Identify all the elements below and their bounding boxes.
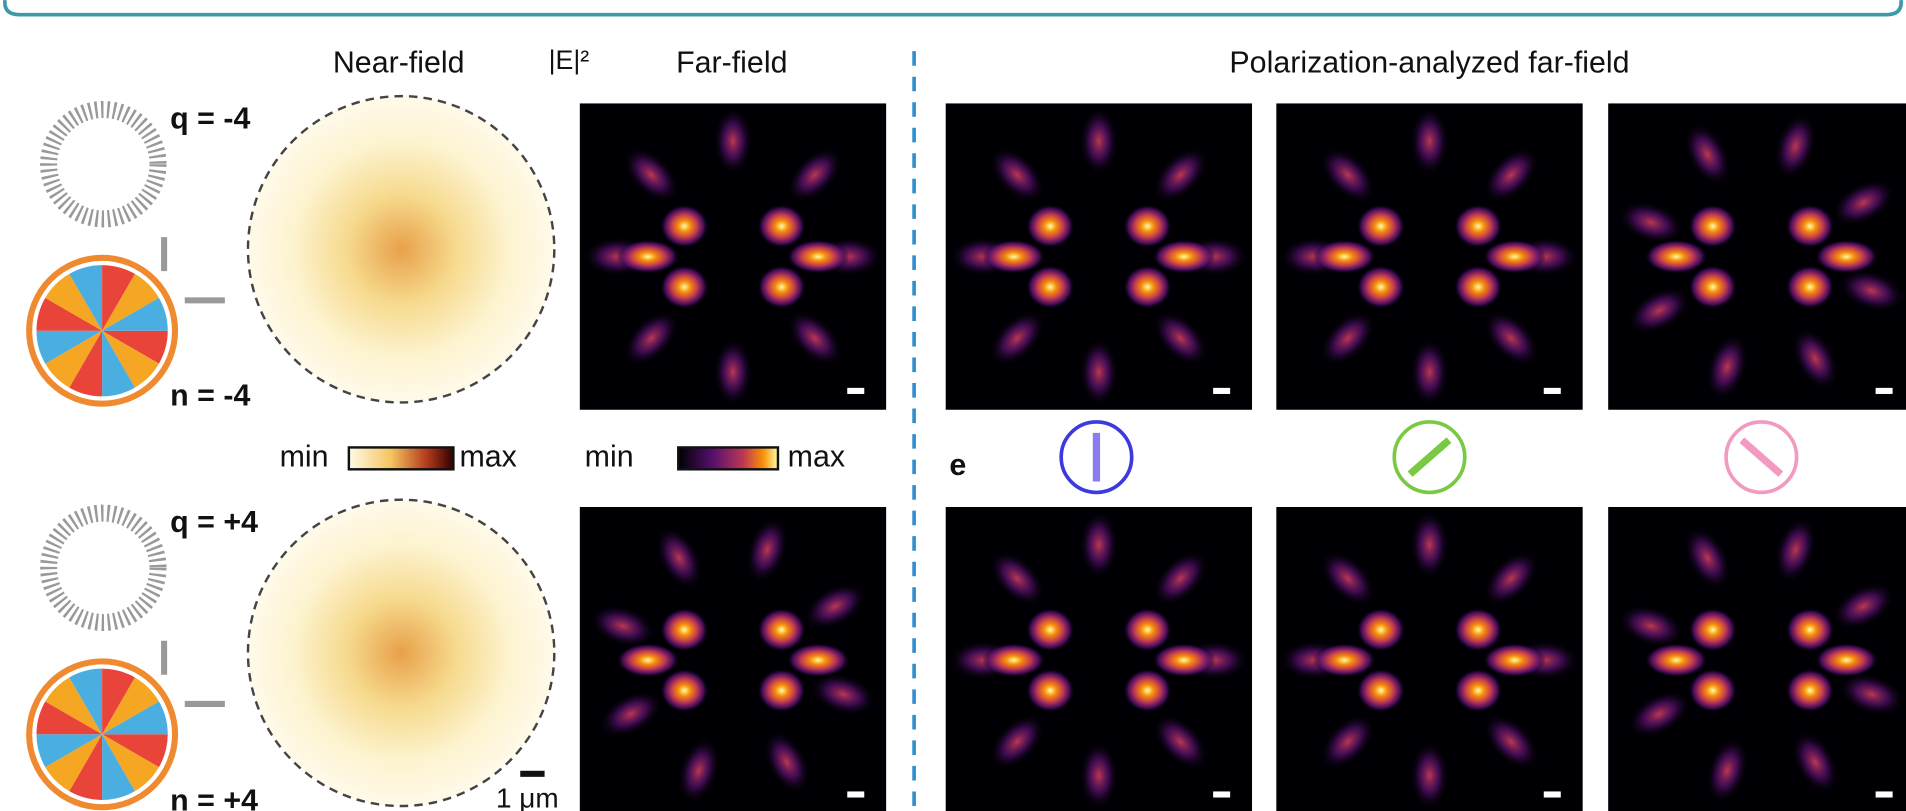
lobe (1026, 669, 1075, 713)
far-field-title: Far-field (676, 46, 787, 80)
scale-bar (1213, 791, 1230, 797)
frame (5, 0, 1901, 15)
polarizer-icons (1061, 422, 1796, 493)
figure: Near-field |E|² Far-field Polarization-a… (0, 0, 1906, 811)
colorbar-max: max (788, 439, 845, 473)
lobe (757, 204, 806, 248)
lobe (1786, 669, 1835, 713)
lobe (786, 643, 849, 677)
near-field-title: Near-field (333, 46, 465, 80)
lobe (757, 265, 806, 309)
lobe (714, 107, 753, 175)
lobe (1357, 265, 1406, 309)
lobe (660, 204, 709, 248)
lobe (660, 265, 709, 309)
lobe (1123, 204, 1172, 248)
lobe (1026, 204, 1075, 248)
lobe (1688, 204, 1737, 248)
lobe (616, 643, 679, 677)
lobe (982, 240, 1045, 274)
n-label: n = -4 (170, 379, 250, 413)
scale-bar (847, 388, 864, 394)
scale-bar (1213, 388, 1230, 394)
lobe (1123, 669, 1172, 713)
lobe (1079, 511, 1118, 579)
near-field-map (248, 96, 554, 402)
lobe (660, 608, 709, 652)
scale-bar (1544, 791, 1561, 797)
scale-bar (847, 791, 864, 797)
lobe (1815, 240, 1878, 274)
lobe (1357, 608, 1406, 652)
nanostructure-sketch (49, 513, 158, 622)
colorbar-max: max (459, 439, 516, 473)
lobe (1313, 643, 1376, 677)
lobe (757, 608, 806, 652)
scale-bar (1876, 388, 1893, 394)
lobe (1410, 742, 1449, 810)
panel-label: e (949, 448, 966, 482)
scale-bar (520, 771, 544, 777)
lobe (1123, 608, 1172, 652)
lobe (1483, 643, 1546, 677)
lobe (757, 669, 806, 713)
lobe (1454, 204, 1503, 248)
lobe (1688, 669, 1737, 713)
page: {"header":{"near_field":"Near-field","in… (0, 0, 1906, 811)
lobe (1786, 265, 1835, 309)
colorbar (678, 447, 778, 469)
intensity-label: |E|² (549, 45, 590, 75)
lobe (1645, 240, 1708, 274)
lobe (1483, 240, 1546, 274)
lobe (1313, 240, 1376, 274)
lobe (1815, 643, 1878, 677)
lobe (1026, 608, 1075, 652)
scale-bar-label: 1 μm (496, 782, 559, 811)
lobe (1079, 338, 1118, 406)
lobe (1357, 669, 1406, 713)
lobe (714, 338, 753, 406)
lobe (1786, 608, 1835, 652)
lobe (1786, 204, 1835, 248)
scale-bar (1544, 388, 1561, 394)
lobe (1357, 204, 1406, 248)
lobe (1410, 107, 1449, 175)
lobe (1026, 265, 1075, 309)
lobe (1079, 107, 1118, 175)
q-label: q = +4 (170, 505, 258, 539)
lobe (1645, 643, 1708, 677)
lobe (616, 240, 679, 274)
scale-bar (1876, 791, 1893, 797)
lobe (1454, 265, 1503, 309)
lobe (1688, 608, 1737, 652)
lobe (786, 240, 849, 274)
n-label: n = +4 (170, 783, 258, 811)
lobe (1688, 265, 1737, 309)
lobe (1152, 643, 1215, 677)
colorbar (349, 447, 454, 469)
near-field-map (248, 500, 554, 806)
lobe (1152, 240, 1215, 274)
nanostructure-sketch (49, 110, 158, 219)
lobe (1454, 669, 1503, 713)
q-label: q = -4 (170, 101, 250, 135)
polarization-title: Polarization-analyzed far-field (1229, 46, 1629, 80)
lobe (660, 669, 709, 713)
lobe (1079, 742, 1118, 810)
lobe (1410, 511, 1449, 579)
lobe (1454, 608, 1503, 652)
colorbar-min: min (280, 439, 329, 473)
lobe (1123, 265, 1172, 309)
lobe (982, 643, 1045, 677)
colorbar-min: min (585, 439, 634, 473)
lobe (1410, 338, 1449, 406)
